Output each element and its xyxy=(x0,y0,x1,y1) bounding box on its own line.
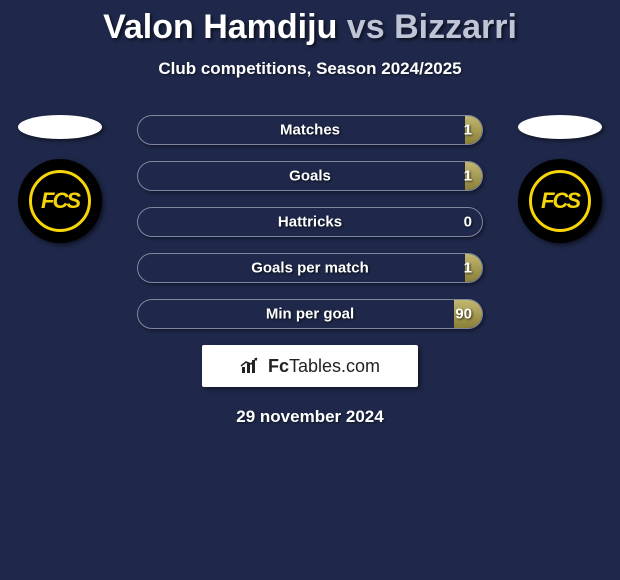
brand-box: FcTables.com xyxy=(202,345,418,387)
stat-row: Matches 1 xyxy=(137,115,483,145)
date-text: 29 november 2024 xyxy=(0,407,620,427)
stat-label: Goals xyxy=(289,168,331,185)
player2-club-badge: FCS xyxy=(518,159,602,243)
vs-text: vs xyxy=(347,8,385,46)
brand-chart-icon xyxy=(240,357,262,375)
stats-bars: Matches 1 Goals 1 Hattricks 0 Goals per match 1… xyxy=(137,115,483,329)
stat-label: Matches xyxy=(280,122,340,139)
stat-label: Min per goal xyxy=(266,306,354,323)
stat-row: Min per goal 90 xyxy=(137,299,483,329)
player1-side: FCS xyxy=(10,115,110,243)
player2-side: FCS xyxy=(510,115,610,243)
stat-row: Hattricks 0 xyxy=(137,207,483,237)
club-badge-text-right: FCS xyxy=(529,170,591,232)
stat-value-right: 1 xyxy=(464,122,472,139)
brand-bold: Fc xyxy=(268,356,289,376)
stat-value-right: 90 xyxy=(455,306,472,323)
stat-label: Hattricks xyxy=(278,214,342,231)
player2-name: Bizzarri xyxy=(394,8,517,46)
stat-value-right: 1 xyxy=(464,260,472,277)
stat-row: Goals 1 xyxy=(137,161,483,191)
player1-club-badge: FCS xyxy=(18,159,102,243)
stat-value-right: 0 xyxy=(464,214,472,231)
subtitle: Club competitions, Season 2024/2025 xyxy=(0,59,620,79)
stat-row: Goals per match 1 xyxy=(137,253,483,283)
stat-label: Goals per match xyxy=(251,260,369,277)
stat-value-right: 1 xyxy=(464,168,472,185)
main-area: FCS FCS Matches 1 Goals 1 Hattricks 0 Goals pe… xyxy=(0,115,620,329)
player1-avatar-placeholder xyxy=(18,115,102,139)
player1-name: Valon Hamdiju xyxy=(103,8,337,46)
club-badge-text-left: FCS xyxy=(29,170,91,232)
brand-text: FcTables.com xyxy=(268,356,380,377)
player2-avatar-placeholder xyxy=(518,115,602,139)
page-title: Valon Hamdiju vs Bizzarri xyxy=(0,0,620,47)
brand-rest: Tables.com xyxy=(289,356,380,376)
